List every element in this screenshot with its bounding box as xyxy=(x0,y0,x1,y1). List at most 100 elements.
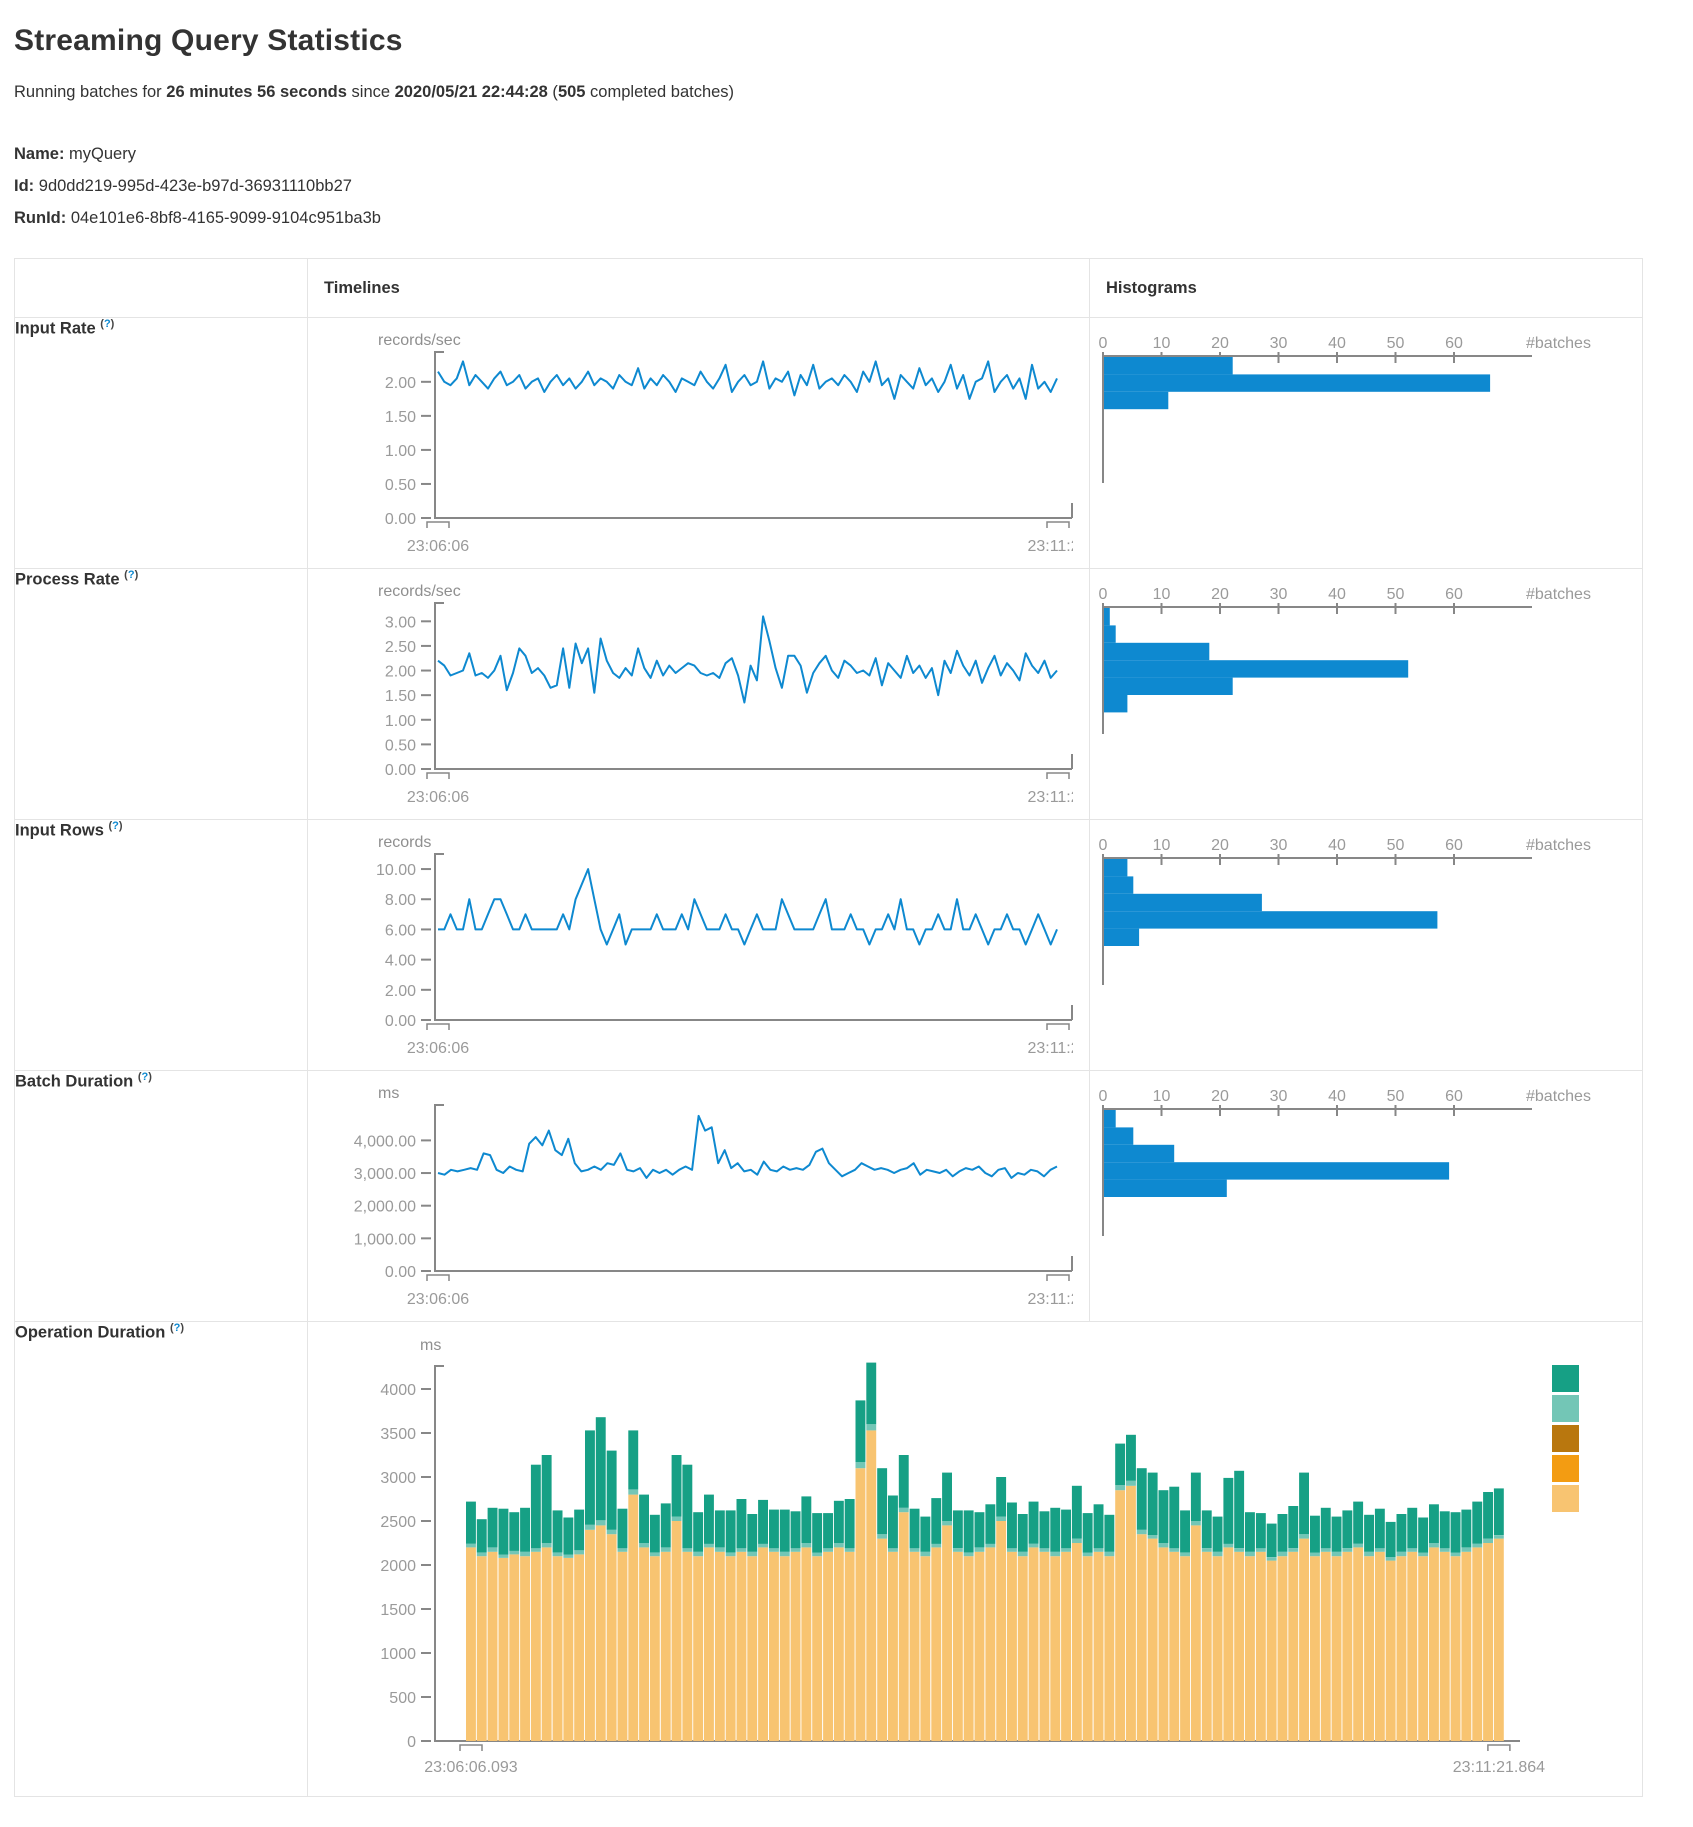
svg-text:23:06:06.093: 23:06:06.093 xyxy=(424,1759,518,1776)
svg-text:#batches: #batches xyxy=(1526,1088,1591,1105)
query-name-label: Name: xyxy=(14,145,65,163)
svg-text:0.00: 0.00 xyxy=(385,1013,416,1030)
svg-text:records/sec: records/sec xyxy=(378,583,461,600)
help-icon[interactable]: (?) xyxy=(169,1322,185,1334)
svg-text:50: 50 xyxy=(1387,586,1405,603)
svg-text:1.50: 1.50 xyxy=(385,688,416,705)
svg-text:60: 60 xyxy=(1445,335,1463,352)
svg-text:0.50: 0.50 xyxy=(385,737,416,754)
svg-text:500: 500 xyxy=(389,1690,416,1707)
query-id-value: 9d0dd219-995d-423e-b97d-36931110bb27 xyxy=(38,177,352,195)
statistics-table: Timelines Histograms Input Rate (?) reco… xyxy=(14,258,1643,1797)
svg-text:40: 40 xyxy=(1328,335,1346,352)
svg-text:40: 40 xyxy=(1328,586,1346,603)
svg-text:4.00: 4.00 xyxy=(385,953,416,970)
svg-text:4000: 4000 xyxy=(380,1382,416,1399)
svg-text:ms: ms xyxy=(378,1085,399,1102)
svg-text:6.00: 6.00 xyxy=(385,922,416,939)
table-row-operation-duration: Operation Duration (?) ms 0 500 1000 1500 200… xyxy=(14,1321,1643,1797)
process-rate-histogram-chart: 0 10 20 30 40 50 60 #batches xyxy=(1090,569,1642,817)
svg-text:50: 50 xyxy=(1387,335,1405,352)
legend-swatch xyxy=(1552,1425,1579,1452)
table-row-input-rows: Input Rows (?) records 0.00 2.00 4.00 6.00 8.… xyxy=(14,819,1643,1071)
svg-text:0.50: 0.50 xyxy=(385,477,416,494)
svg-text:40: 40 xyxy=(1328,1088,1346,1105)
legend-swatch xyxy=(1552,1455,1579,1482)
query-runid-value: 04e101e6-8bf8-4165-9099-9104c951ba3b xyxy=(70,209,381,227)
svg-text:30: 30 xyxy=(1270,1088,1288,1105)
query-id-line: Id: 9d0dd219-995d-423e-b97d-36931110bb27 xyxy=(14,170,1693,202)
svg-text:1.50: 1.50 xyxy=(385,409,416,426)
summary-since-timestamp: 2020/05/21 22:44:28 xyxy=(394,83,548,101)
row-label-operation-duration: Operation Duration xyxy=(15,1323,166,1342)
query-meta: Name: myQuery Id: 9d0dd219-995d-423e-b97… xyxy=(14,138,1693,234)
query-runid-line: RunId: 04e101e6-8bf8-4165-9099-9104c951b… xyxy=(14,202,1693,234)
table-row-input-rate: Input Rate (?) records/sec 0.00 0.50 1.00 1.… xyxy=(14,317,1643,569)
header-empty-cell xyxy=(14,258,308,318)
svg-text:1,000.00: 1,000.00 xyxy=(354,1231,416,1248)
running-summary: Running batches for 26 minutes 56 second… xyxy=(14,83,1693,102)
svg-text:1.00: 1.00 xyxy=(385,443,416,460)
input-rate-timeline-chart: records/sec 0.00 0.50 1.00 1.50 2.00 23:06:06 2… xyxy=(308,318,1089,566)
svg-text:0: 0 xyxy=(1099,837,1108,854)
help-icon[interactable]: (?) xyxy=(100,318,115,330)
svg-text:23:11:21: 23:11:21 xyxy=(1027,1040,1073,1057)
legend-swatch xyxy=(1552,1395,1579,1422)
svg-text:2.00: 2.00 xyxy=(385,375,416,392)
svg-text:23:11:21: 23:11:21 xyxy=(1027,1291,1073,1308)
svg-text:2000: 2000 xyxy=(380,1558,416,1575)
svg-text:23:11:21.864: 23:11:21.864 xyxy=(1453,1759,1545,1776)
batch-duration-histogram-chart: 0 10 20 30 40 50 60 #batches xyxy=(1090,1071,1642,1319)
svg-text:3500: 3500 xyxy=(380,1426,416,1443)
svg-text:2,000.00: 2,000.00 xyxy=(354,1199,416,1216)
svg-text:10: 10 xyxy=(1153,1088,1171,1105)
help-icon[interactable]: (?) xyxy=(124,569,139,581)
streaming-query-statistics-page: Streaming Query Statistics Running batch… xyxy=(14,24,1693,1797)
svg-text:0: 0 xyxy=(1099,335,1108,352)
svg-text:3000: 3000 xyxy=(380,1470,416,1487)
svg-text:23:11:21: 23:11:21 xyxy=(1027,538,1073,555)
svg-text:20: 20 xyxy=(1211,335,1229,352)
svg-text:40: 40 xyxy=(1328,837,1346,854)
svg-text:3,000.00: 3,000.00 xyxy=(354,1166,416,1183)
svg-text:0.00: 0.00 xyxy=(385,762,416,779)
svg-text:records: records xyxy=(378,834,431,851)
summary-batch-count: 505 xyxy=(557,83,586,101)
svg-text:30: 30 xyxy=(1270,586,1288,603)
svg-text:4,000.00: 4,000.00 xyxy=(354,1133,416,1150)
svg-text:50: 50 xyxy=(1387,1088,1405,1105)
svg-text:23:11:21: 23:11:21 xyxy=(1027,789,1073,806)
svg-text:records/sec: records/sec xyxy=(378,332,461,349)
svg-text:60: 60 xyxy=(1445,586,1463,603)
row-label-input-rows: Input Rows xyxy=(15,821,104,840)
svg-text:23:06:06: 23:06:06 xyxy=(407,789,469,806)
svg-text:60: 60 xyxy=(1445,837,1463,854)
input-rate-histogram-chart: 0 10 20 30 40 50 60 #batches xyxy=(1090,318,1642,566)
query-id-label: Id: xyxy=(14,177,35,195)
table-row-process-rate: Process Rate (?) records/sec 0.00 0.50 1.00… xyxy=(14,568,1643,820)
legend-swatch xyxy=(1552,1485,1579,1512)
summary-prefix: Running batches for xyxy=(14,83,167,101)
svg-text:23:06:06: 23:06:06 xyxy=(407,1040,469,1057)
svg-text:10.00: 10.00 xyxy=(376,862,416,879)
page-title: Streaming Query Statistics xyxy=(14,24,403,57)
row-label-process-rate: Process Rate xyxy=(15,570,120,589)
svg-text:ms: ms xyxy=(420,1337,441,1354)
svg-text:0: 0 xyxy=(1099,586,1108,603)
svg-text:2.00: 2.00 xyxy=(385,983,416,1000)
summary-duration: 26 minutes 56 seconds xyxy=(166,83,347,101)
svg-text:#batches: #batches xyxy=(1526,837,1591,854)
table-header-row: Timelines Histograms xyxy=(14,258,1643,318)
query-name-value: myQuery xyxy=(69,145,136,163)
svg-text:50: 50 xyxy=(1387,837,1405,854)
help-icon[interactable]: (?) xyxy=(108,820,123,832)
svg-text:0.00: 0.00 xyxy=(385,1264,416,1281)
svg-text:20: 20 xyxy=(1211,1088,1229,1105)
legend-swatch xyxy=(1552,1365,1579,1392)
svg-text:10: 10 xyxy=(1153,837,1171,854)
help-icon[interactable]: (?) xyxy=(137,1071,152,1083)
svg-text:3.00: 3.00 xyxy=(385,614,416,631)
svg-text:1.00: 1.00 xyxy=(385,713,416,730)
svg-text:0: 0 xyxy=(407,1734,416,1751)
query-name-line: Name: myQuery xyxy=(14,138,1693,170)
